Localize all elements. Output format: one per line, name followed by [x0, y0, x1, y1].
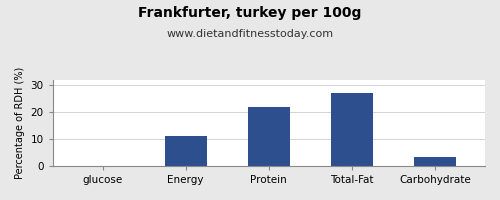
Text: www.dietandfitnesstoday.com: www.dietandfitnesstoday.com	[166, 29, 334, 39]
Bar	[248, 107, 290, 166]
Text: Frankfurter, turkey per 100g: Frankfurter, turkey per 100g	[138, 6, 362, 20]
Y-axis label: Percentage of RDH (%): Percentage of RDH (%)	[15, 67, 25, 179]
Bar	[165, 136, 206, 166]
Bar	[331, 93, 373, 166]
Bar	[414, 157, 456, 166]
